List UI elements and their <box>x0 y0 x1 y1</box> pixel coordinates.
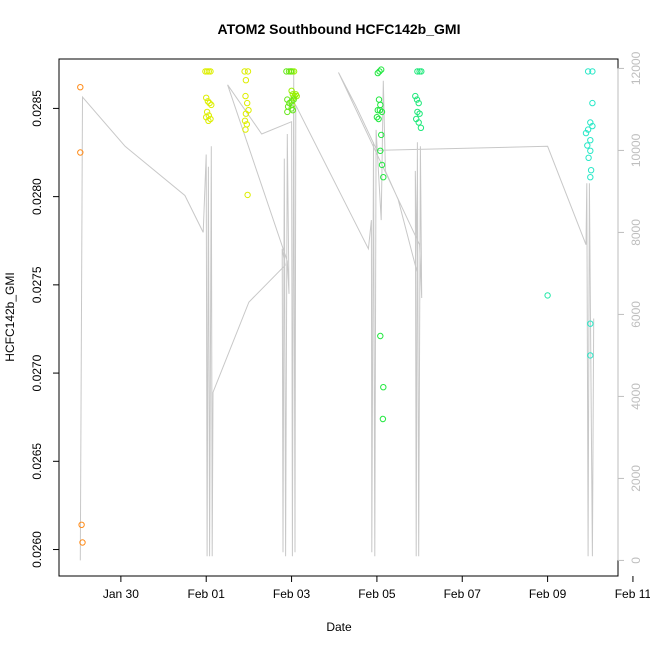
x-axis: Jan 30 Feb 01 Feb 03 Feb 05 Feb 07 Feb 09 Feb … <box>103 576 650 601</box>
y-tick-label: 0.0270 <box>30 354 44 391</box>
y2-tick-label: 8000 <box>629 219 643 246</box>
data-point <box>290 96 297 103</box>
data-point <box>289 107 296 114</box>
y-axis: 0.0260 0.0265 0.0270 0.0275 0.0280 0.0285 <box>30 90 59 568</box>
data-point <box>244 99 251 107</box>
data-point <box>378 161 386 169</box>
y-tick-label: 0.0265 <box>30 443 44 480</box>
data-point <box>207 115 214 123</box>
data-point <box>587 147 594 155</box>
altitude-line <box>79 72 595 561</box>
data-point <box>203 94 210 102</box>
data-point <box>78 521 85 528</box>
data-point <box>412 92 419 100</box>
x-tick-label: Feb 03 <box>273 587 311 601</box>
data-point <box>584 68 592 75</box>
x-tick-label: Jan 30 <box>103 587 139 601</box>
data-point <box>77 84 84 91</box>
y-tick-label: 0.0285 <box>30 90 44 127</box>
data-point <box>374 69 381 77</box>
data-point <box>589 68 596 75</box>
data-point <box>587 167 595 174</box>
data-point <box>374 107 381 114</box>
data-point <box>241 68 248 75</box>
data-point <box>587 174 594 181</box>
data-point <box>379 415 387 423</box>
data-point <box>285 68 293 75</box>
data-point <box>241 117 249 125</box>
data-point <box>79 539 86 546</box>
data-point <box>284 108 291 116</box>
y2-tick-label: 2000 <box>629 465 643 492</box>
x-tick-label: Feb 09 <box>529 587 567 601</box>
data-point <box>380 174 387 181</box>
data-point <box>417 124 425 132</box>
plot-frame <box>58 58 619 577</box>
data-points <box>77 66 596 546</box>
data-point <box>287 68 295 75</box>
data-point <box>244 68 252 75</box>
data-point <box>208 101 215 109</box>
chart-title: ATOM2 Southbound HCFC142b_GMI <box>218 21 461 37</box>
data-point <box>585 154 592 162</box>
data-point <box>242 92 249 100</box>
data-point <box>206 99 213 107</box>
data-point <box>587 137 594 144</box>
data-point <box>77 149 84 156</box>
data-point <box>587 320 594 327</box>
data-point <box>288 87 295 95</box>
x-tick-label: Feb 11 <box>615 587 650 601</box>
data-point <box>375 96 383 103</box>
y-axis-label: HCFC142b_GMI <box>3 272 17 361</box>
data-point <box>242 77 250 84</box>
data-point <box>377 147 384 155</box>
data-point <box>242 126 249 133</box>
x-tick-label: Feb 07 <box>444 587 482 601</box>
y-tick-label: 0.0275 <box>30 266 44 303</box>
data-point <box>204 98 212 105</box>
y-tick-label: 0.0280 <box>30 178 44 215</box>
data-point <box>584 126 592 133</box>
data-point <box>373 114 381 121</box>
data-point <box>416 110 423 117</box>
altitude-series <box>79 72 595 561</box>
data-point <box>377 332 384 340</box>
y2-tick-label: 0 <box>629 557 643 564</box>
data-point <box>378 66 385 73</box>
data-point <box>375 115 382 123</box>
data-point <box>242 110 250 117</box>
data-point <box>413 96 421 103</box>
data-point <box>544 292 551 299</box>
data-point <box>378 131 385 139</box>
y2-tick-label: 6000 <box>629 301 643 328</box>
data-point <box>207 68 214 75</box>
data-point <box>283 68 290 75</box>
data-point <box>244 191 251 199</box>
plot-area <box>58 58 619 577</box>
data-point <box>415 119 422 126</box>
x-tick-label: Feb 05 <box>358 587 396 601</box>
data-point <box>587 352 594 359</box>
x-tick-label: Feb 01 <box>188 587 226 601</box>
data-point <box>414 68 421 75</box>
data-point <box>415 99 422 107</box>
data-point <box>589 99 596 107</box>
y2-tick-label: 12000 <box>629 51 643 85</box>
data-point <box>380 384 387 391</box>
data-point <box>378 108 386 116</box>
data-point <box>377 101 384 109</box>
y-tick-label: 0.0260 <box>30 531 44 568</box>
data-point <box>418 68 425 75</box>
y2-axis: 0 2000 4000 6000 8000 10000 12000 <box>617 51 643 564</box>
data-point <box>584 142 591 149</box>
data-point <box>582 129 590 137</box>
data-point <box>376 68 383 75</box>
y2-tick-label: 10000 <box>629 133 643 167</box>
y2-tick-label: 4000 <box>629 383 643 410</box>
data-point <box>589 122 596 130</box>
x-axis-label: Date <box>326 620 352 634</box>
